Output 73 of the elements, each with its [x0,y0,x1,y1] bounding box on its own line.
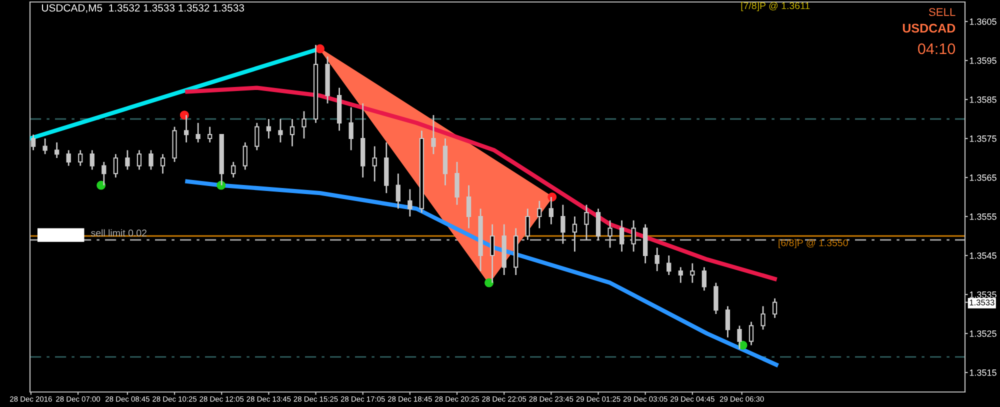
candlestick [66,150,71,166]
candlestick [78,150,83,166]
candlestick [725,306,730,338]
candlestick [113,153,118,178]
chart-title: USDCAD,M5 1.3532 1.3533 1.3532 1.3533 [42,4,244,13]
candlestick [408,188,412,218]
candlestick [572,216,578,252]
point [96,180,106,190]
candlestick [208,126,212,144]
candlestick [537,200,542,229]
candlestick [184,114,189,144]
candlestick [772,298,778,319]
candlestick [148,150,154,170]
candlestick [290,118,295,147]
candlestick [242,142,248,170]
candlestick [737,325,742,350]
candlestick [560,204,566,244]
candlestick [619,220,624,252]
candlestick [102,161,106,186]
candlestick [748,321,754,346]
y-tick-label: 1.3595 [970,57,996,64]
candlestick [466,184,472,229]
candlestick [690,262,695,284]
candlestick [196,122,200,144]
candlestick [42,138,48,155]
candlestick [136,150,142,170]
y-tick-label: 1.3575 [970,135,996,142]
candlestick [654,247,660,272]
point [316,44,325,54]
y-tick-label: 1.3585 [970,96,996,103]
y-tick-label: 1.3605 [970,18,996,25]
candlestick [454,161,460,206]
y-tick-label: 1.3565 [970,174,996,181]
candlestick [90,150,94,170]
candlestick [631,220,636,252]
line-series [185,179,778,367]
ref-line-label: [6/8]P @ 1.3550 [778,239,848,248]
candlestick [584,204,589,241]
line-series [185,86,777,281]
y-tick-label: 1.3545 [970,252,996,259]
candlestick [302,110,306,140]
y-tick-label: 1.3535 [970,291,996,298]
candlestick [431,114,436,155]
candlestick [54,142,60,159]
candlestick [266,118,272,140]
candlestick [666,254,672,276]
candlestick [608,220,612,248]
candlestick [714,282,718,315]
candlestick [125,150,130,170]
candlestick [231,161,236,178]
candlestick [760,306,766,330]
annotation: 04:10 [918,43,956,54]
ref-line-label: sell limit 0.02 [91,229,146,236]
candlestick [372,146,377,182]
annotation: SELL [928,8,956,16]
point [484,278,494,288]
annotation: [7/8]P @ 1.3611 [741,2,810,12]
candlestick [396,172,400,210]
candlestick [702,266,706,292]
candlestick [525,208,530,241]
candlestick [678,266,683,284]
y-tick-label: 1.3515 [970,369,996,376]
candlestick [490,224,495,284]
y-tick-label: 1.3533 [970,300,994,306]
candlestick [548,196,554,225]
annotation: USDCAD [902,24,956,33]
candlestick [254,122,260,151]
candlestick [278,118,283,144]
candlestick [160,153,166,174]
candlestick [596,208,601,241]
y-tick-label: 1.3555 [970,213,996,220]
candlestick [348,106,354,151]
y-tick-label: 1.3525 [970,330,996,337]
